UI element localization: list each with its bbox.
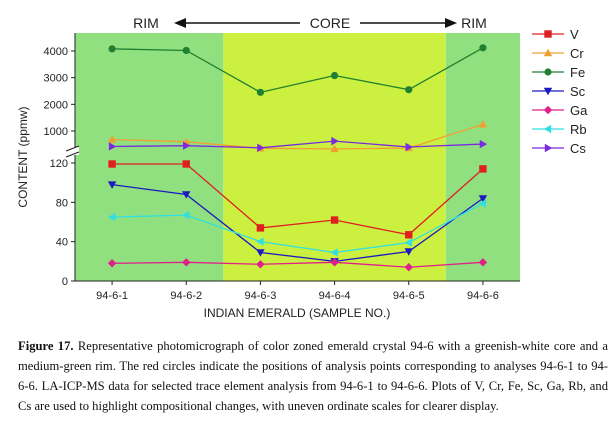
legend-marker-cs: [544, 143, 553, 153]
data-point-cr-6: [478, 120, 488, 128]
zone-band-2: [445, 33, 520, 281]
y-tick-label: 4000: [44, 46, 68, 58]
legend-marker-rb: [543, 124, 552, 134]
axis-break-mark-top: [65, 145, 80, 152]
legend-marker-v: [544, 30, 552, 38]
data-point-rb-1: [107, 212, 116, 222]
data-point-v-3: [256, 224, 265, 232]
series-line-fe: [112, 47, 484, 94]
data-point-rb-2: [182, 210, 190, 220]
y-tick-label: 40: [56, 237, 68, 249]
x-tick-label: 94-6-1: [96, 290, 128, 302]
data-point-sc-5: [404, 248, 413, 256]
data-point-ga-6: [478, 258, 488, 267]
legend-marker-cr: [543, 48, 553, 57]
y-tick-label: 1000: [44, 126, 68, 138]
y-tick-label: 120: [50, 158, 68, 170]
data-point-v-1: [108, 160, 116, 168]
legend-marker-fe: [544, 68, 552, 76]
legend-label-cr: Cr: [570, 46, 584, 61]
legend-label-rb: Rb: [570, 122, 587, 137]
y-tick-label: 3000: [44, 73, 68, 85]
data-point-v-4: [330, 216, 339, 224]
data-point-ga-3: [256, 260, 265, 269]
data-point-cr-4: [330, 144, 339, 153]
core-arrow-right-head: [445, 18, 457, 28]
data-point-cs-6: [479, 139, 488, 149]
data-point-fe-3: [256, 88, 265, 96]
legend-label-ga: Ga: [570, 103, 588, 118]
series-line-ga: [112, 261, 483, 268]
series-line-cs: [112, 140, 483, 149]
data-point-fe-5: [405, 86, 413, 94]
data-point-cs-4: [331, 136, 339, 146]
data-point-ga-2: [182, 258, 191, 267]
data-point-ga-4: [330, 258, 339, 267]
data-point-fe-6: [479, 44, 487, 52]
data-point-rb-6: [478, 199, 487, 208]
axis-break-mark-bottom: [65, 151, 80, 158]
series-line-sc: [111, 183, 484, 262]
y-axis-title: CONTENT (ppmw): [16, 106, 30, 207]
x-tick-label: 94-6-4: [319, 290, 351, 302]
data-point-fe-2: [182, 46, 190, 55]
data-point-cs-3: [257, 143, 265, 152]
data-point-rb-4: [330, 248, 338, 257]
series-line-v: [112, 163, 484, 236]
data-point-fe-4: [330, 71, 339, 80]
data-point-cs-2: [183, 141, 191, 150]
legend-label-fe: Fe: [570, 65, 585, 80]
zone-band-0: [75, 33, 224, 281]
y-tick-label: 2000: [44, 99, 68, 111]
series-line-cr: [112, 123, 484, 150]
data-point-ga-1: [107, 259, 117, 268]
x-tick-label: 94-6-2: [170, 290, 202, 302]
legend-marker-sc: [543, 87, 553, 96]
legend-marker-ga: [543, 105, 553, 115]
data-point-cr-1: [107, 135, 117, 143]
zone-label-core: CORE: [310, 15, 350, 31]
zone-label-rim-left: RIM: [133, 15, 159, 31]
data-point-cs-1: [108, 142, 117, 151]
y-tick-label: 0: [62, 276, 68, 288]
core-arrow-left-head: [174, 18, 186, 28]
data-point-sc-1: [107, 181, 117, 189]
series-line-rb: [112, 202, 484, 254]
data-point-ga-5: [404, 263, 413, 272]
data-point-sc-2: [182, 191, 191, 199]
x-tick-label: 94-6-6: [467, 290, 499, 302]
legend-label-v: V: [570, 27, 579, 42]
data-point-v-2: [182, 160, 190, 168]
chart: RIM CORE RIM 1000 2000 3000 4000 0 40 80 120 94-6-1…: [16, 15, 588, 320]
data-point-cs-5: [405, 142, 413, 152]
data-point-rb-3: [256, 237, 264, 246]
figure-caption: Figure 17. Representative photomicrograp…: [18, 336, 608, 416]
data-point-v-5: [405, 231, 413, 239]
legend-label-sc: Sc: [570, 84, 586, 99]
caption-label: Figure 17.: [18, 339, 74, 353]
caption-text: Representative photomicrograph of color …: [18, 339, 608, 413]
data-point-sc-3: [256, 249, 265, 257]
axis-break-gap: [65, 147, 79, 155]
data-point-rb-5: [404, 238, 412, 247]
x-tick-label: 94-6-5: [393, 290, 425, 302]
legend-label-cs: Cs: [570, 141, 586, 156]
x-axis-title: INDIAN EMERALD (SAMPLE NO.): [204, 306, 391, 320]
zone-band-1: [223, 33, 446, 281]
data-point-sc-6: [478, 195, 488, 203]
data-point-fe-1: [108, 45, 116, 53]
zone-label-rim-right: RIM: [461, 15, 487, 31]
y-tick-label: 80: [56, 197, 68, 209]
data-point-v-6: [479, 165, 487, 173]
x-tick-label: 94-6-3: [245, 290, 277, 302]
